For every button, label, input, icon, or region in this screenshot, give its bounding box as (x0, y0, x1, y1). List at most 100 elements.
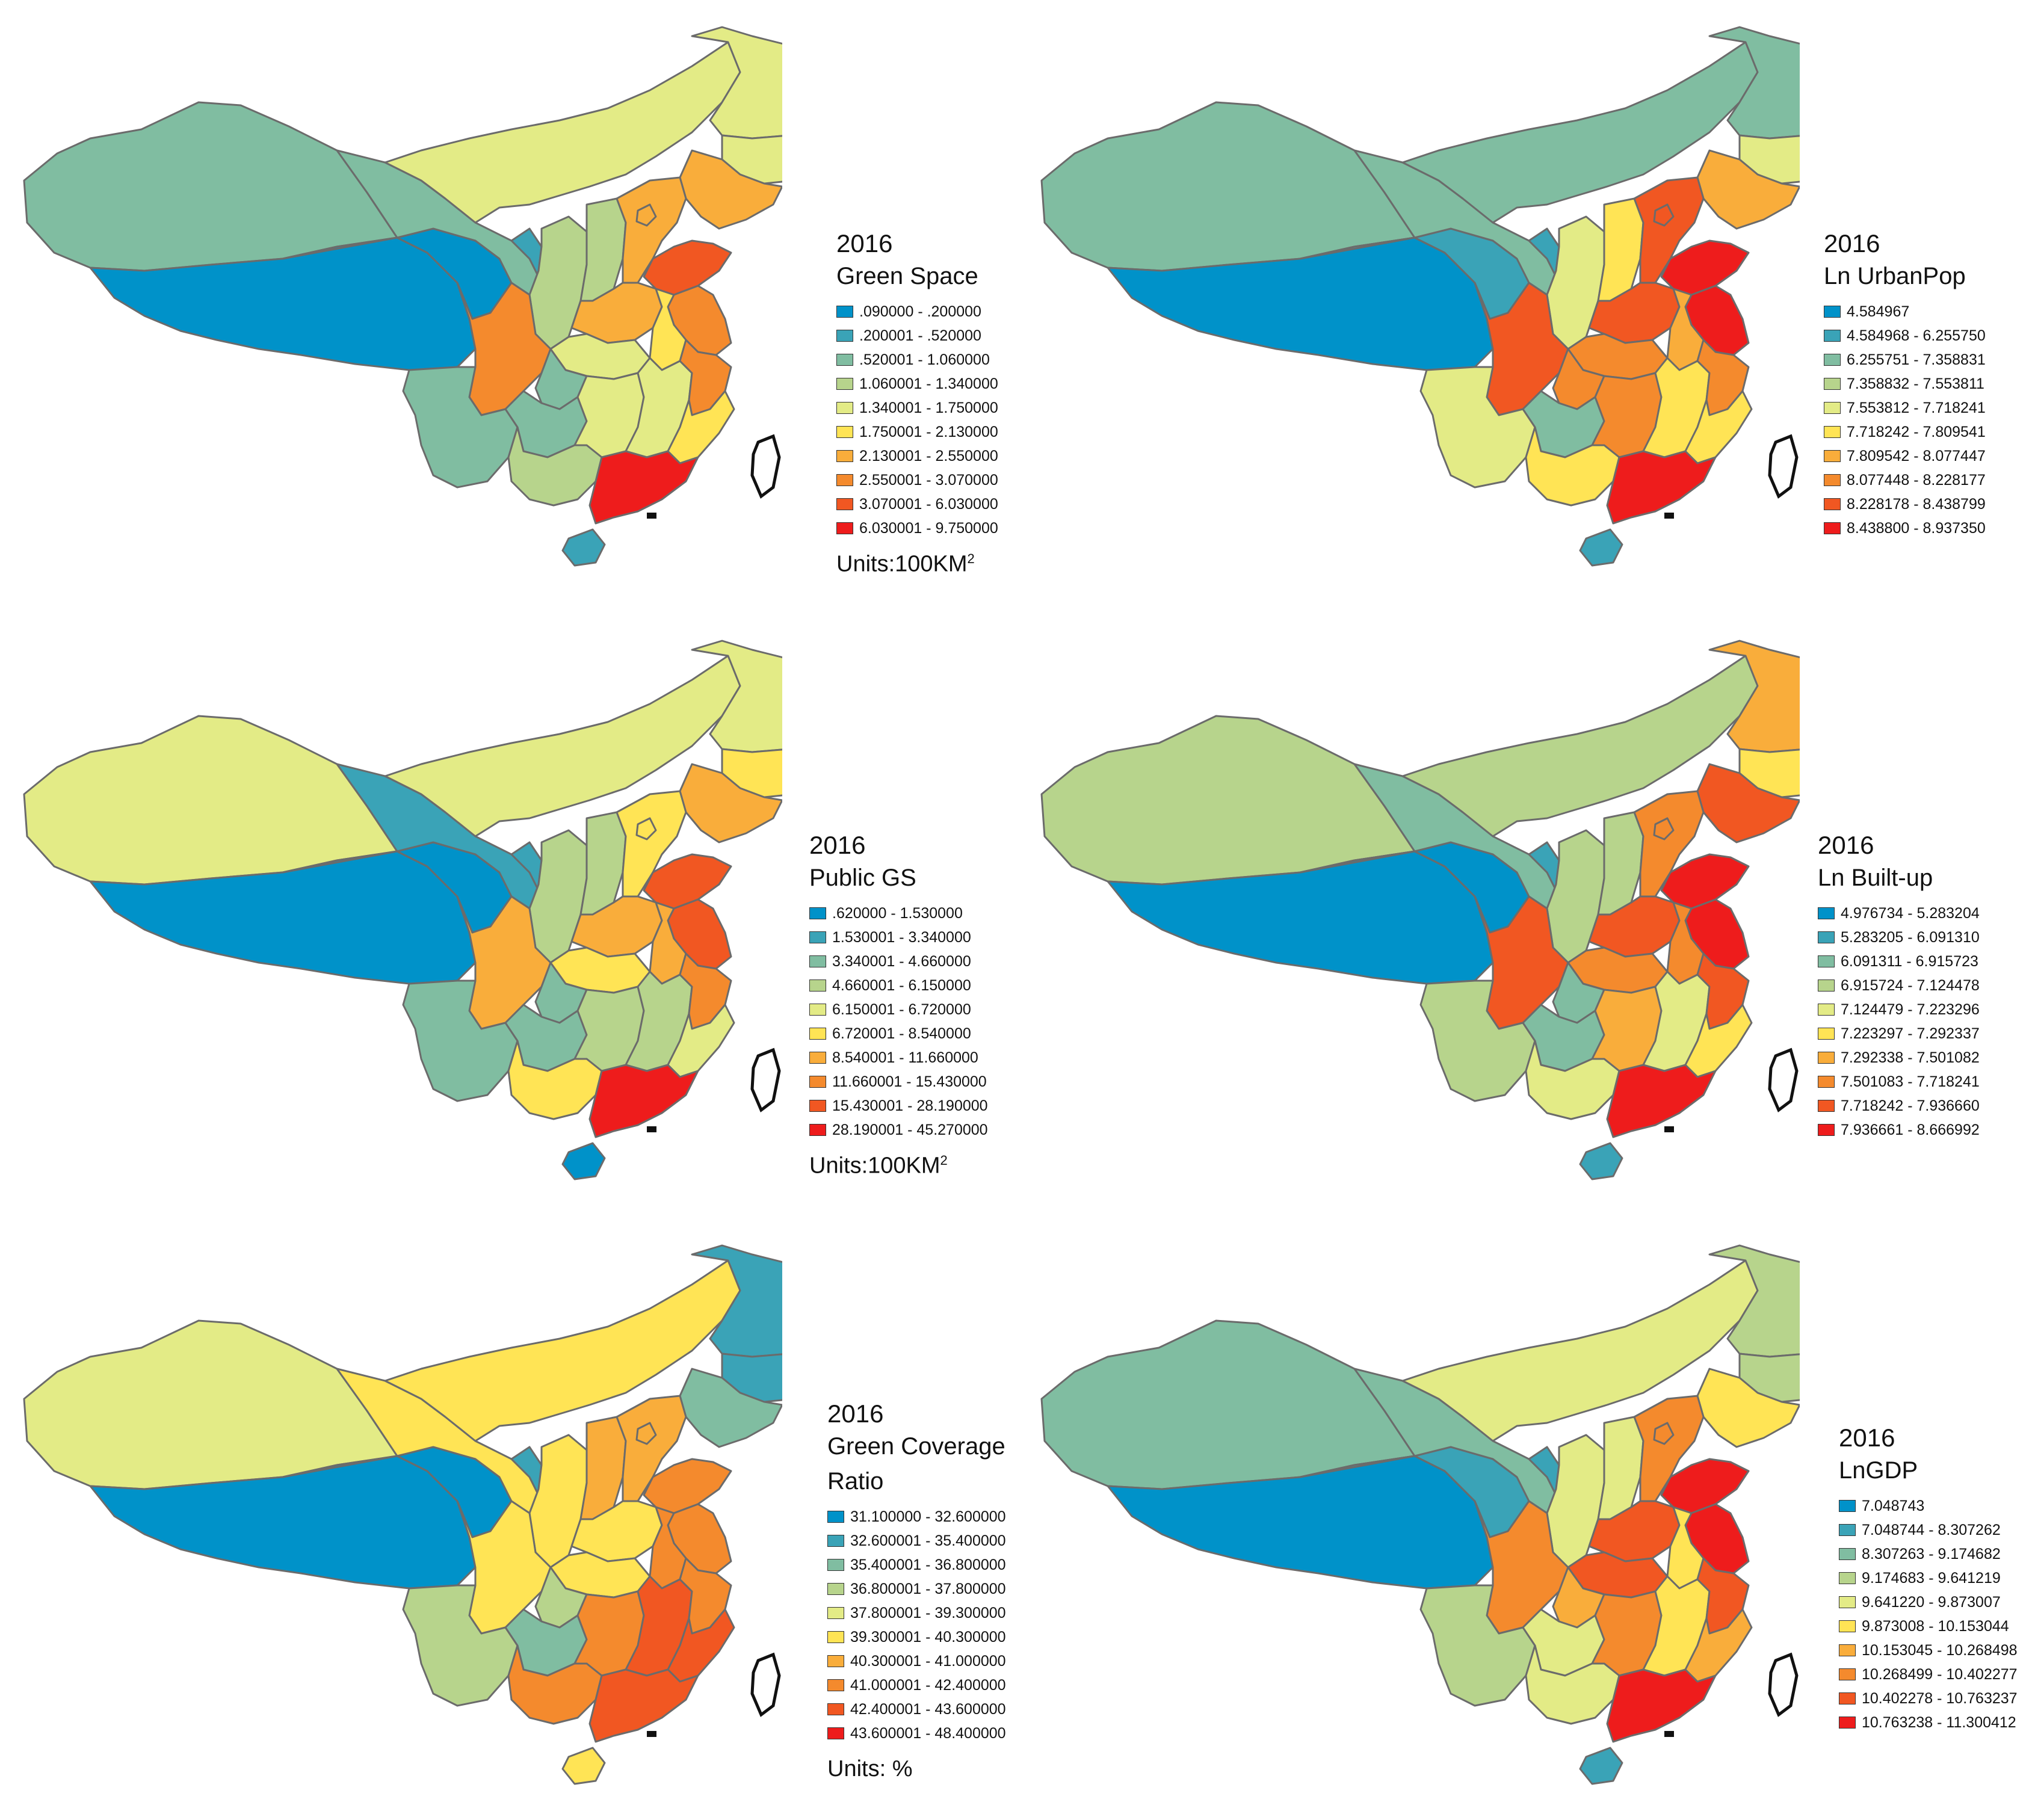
legend-swatch (827, 1535, 844, 1547)
legend-range-label: 4.976734 - 5.283204 (1841, 904, 1980, 922)
province-inner-mongolia (1401, 41, 1759, 224)
map-panel-ln-built-up: 2016 Ln Built-up 4.976734 - 5.283204 5.28… (1018, 614, 2035, 1215)
legend-range-label: 7.048744 - 8.307262 (1862, 1521, 2001, 1538)
units-label: Units:100KM2 (836, 551, 975, 577)
legend-range-label: 31.100000 - 32.600000 (850, 1508, 1006, 1525)
legend-swatch (836, 330, 853, 342)
legend-swatch (809, 1100, 826, 1112)
legend-range-label: 9.641220 - 9.873007 (1862, 1593, 2001, 1611)
legend-range-label: 1.750001 - 2.130000 (859, 423, 998, 440)
legend-item: 4.976734 - 5.283204 (1818, 901, 1980, 925)
legend-title: LnGDP (1839, 1457, 1918, 1484)
legend-swatch (1839, 1668, 1856, 1680)
province-hebei (1633, 176, 1705, 284)
taiwan-outline (750, 434, 781, 499)
province-hebei (1633, 790, 1705, 898)
legend-swatch (809, 1028, 826, 1040)
map-panel-public-gs: 2016 Public GS .620000 - 1.530000 1.53000… (0, 614, 1018, 1215)
taiwan-outline (1768, 1047, 1799, 1112)
legend-range-label: 8.077448 - 8.228177 (1847, 471, 1986, 489)
legend-range-label: 3.340001 - 4.660000 (832, 952, 971, 970)
legend-item: 7.048743 (1839, 1494, 2018, 1518)
legend-swatch (827, 1655, 844, 1667)
legend-item: 7.358832 - 7.553811 (1824, 372, 1986, 396)
china-choropleth-ln-urbanpop (1040, 26, 1800, 567)
legend-items: .090000 - .200000 .200001 - .520000 .52000… (836, 300, 998, 540)
legend-item: 7.809542 - 8.077447 (1824, 444, 1986, 468)
legend-swatch (1818, 1124, 1835, 1136)
legend-item: 8.438800 - 8.937350 (1824, 516, 1986, 540)
legend-range-label: 8.307263 - 9.174682 (1862, 1545, 2001, 1562)
legend-range-label: 1.340001 - 1.750000 (859, 399, 998, 416)
legend-swatch (836, 450, 853, 462)
province-beijing (635, 817, 657, 841)
legend-item: 1.060001 - 1.340000 (836, 372, 998, 396)
legend-range-label: 7.501083 - 7.718241 (1841, 1073, 1980, 1090)
legend-items: 31.100000 - 32.600000 32.600001 - 35.4000… (827, 1505, 1006, 1745)
legend-range-label: 2.550001 - 3.070000 (859, 471, 998, 489)
legend-range-label: .090000 - .200000 (859, 303, 981, 320)
legend-item: 43.600001 - 48.400000 (827, 1721, 1006, 1745)
legend-swatch (827, 1631, 844, 1643)
legend-range-label: 7.809542 - 8.077447 (1847, 447, 1986, 464)
legend-item: 4.584967 (1824, 300, 1986, 324)
legend-item: 4.584968 - 6.255750 (1824, 324, 1986, 348)
legend-green-space: 2016 Green Space .090000 - .200000 .20000… (836, 229, 998, 578)
legend-item: 7.223297 - 7.292337 (1818, 1022, 1980, 1046)
legend-item: 7.292338 - 7.501082 (1818, 1046, 1980, 1070)
legend-range-label: 36.800001 - 37.800000 (850, 1580, 1006, 1597)
legend-item: 6.255751 - 7.358831 (1824, 348, 1986, 372)
legend-range-label: 1.530001 - 3.340000 (832, 928, 971, 946)
legend-range-label: 11.660001 - 15.430000 (832, 1073, 987, 1090)
province-guangdong (1606, 1668, 1717, 1743)
legend-item: 10.763238 - 11.300412 (1839, 1710, 2018, 1735)
legend-item: 3.070001 - 6.030000 (836, 492, 998, 516)
legend-range-label: 7.936661 - 8.666992 (1841, 1121, 1980, 1138)
legend-range-label: .620000 - 1.530000 (832, 904, 963, 922)
legend-item: 1.340001 - 1.750000 (836, 396, 998, 420)
legend-swatch (836, 522, 853, 534)
legend-item: 10.402278 - 10.763237 (1839, 1686, 2018, 1710)
province-shandong (1660, 239, 1750, 296)
province-shandong (643, 1458, 732, 1514)
legend-range-label: 7.718242 - 7.809541 (1847, 423, 1986, 440)
province-hainan (1579, 1747, 1623, 1785)
legend-range-label: 4.660001 - 6.150000 (832, 976, 971, 994)
province-shandong (1660, 853, 1750, 910)
legend-swatch (809, 931, 826, 943)
legend-item: 7.124479 - 7.223296 (1818, 998, 1980, 1022)
legend-range-label: 35.400001 - 36.800000 (850, 1556, 1006, 1573)
province-heilongjiang (1708, 1244, 1800, 1358)
legend-item: 8.307263 - 9.174682 (1839, 1542, 2018, 1566)
legend-lngdp: 2016 LnGDP 7.048743 7.048744 - 8.307262 8.… (1839, 1423, 2018, 1735)
province-guangdong (588, 1668, 699, 1743)
legend-item: 37.800001 - 39.300000 (827, 1601, 1006, 1625)
legend-swatch (1839, 1644, 1856, 1656)
legend-swatch (836, 378, 853, 390)
legend-range-label: 6.030001 - 9.750000 (859, 519, 998, 537)
legend-range-label: 37.800001 - 39.300000 (850, 1604, 1006, 1621)
legend-range-label: 6.915724 - 7.124478 (1841, 976, 1980, 994)
legend-public-gs: 2016 Public GS .620000 - 1.530000 1.53000… (809, 830, 988, 1179)
legend-swatch (827, 1727, 844, 1739)
taiwan-outline (1768, 1652, 1799, 1717)
legend-item: .620000 - 1.530000 (809, 901, 988, 925)
legend-item: 6.720001 - 8.540000 (809, 1022, 988, 1046)
legend-swatch (1818, 1100, 1835, 1112)
legend-swatch (836, 306, 853, 318)
legend-item: 1.750001 - 2.130000 (836, 420, 998, 444)
legend-year: 2016 (1824, 229, 1880, 258)
legend-item: 32.600001 - 35.400000 (827, 1529, 1006, 1553)
province-guangdong (1606, 450, 1717, 525)
legend-item: 8.228178 - 8.438799 (1824, 492, 1986, 516)
legend-swatch (1839, 1572, 1856, 1584)
china-choropleth-green-coverage-ratio (23, 1244, 782, 1785)
legend-range-label: 7.124479 - 7.223296 (1841, 1001, 1980, 1018)
legend-items: 4.976734 - 5.283204 5.283205 - 6.091310 6.… (1818, 901, 1980, 1142)
legend-swatch (809, 1052, 826, 1064)
legend-item: .520001 - 1.060000 (836, 348, 998, 372)
legend-item: 7.048744 - 8.307262 (1839, 1518, 2018, 1542)
province-inner-mongolia (1401, 1259, 1759, 1442)
legend-item: 36.800001 - 37.800000 (827, 1577, 1006, 1601)
legend-swatch (1818, 1052, 1835, 1064)
